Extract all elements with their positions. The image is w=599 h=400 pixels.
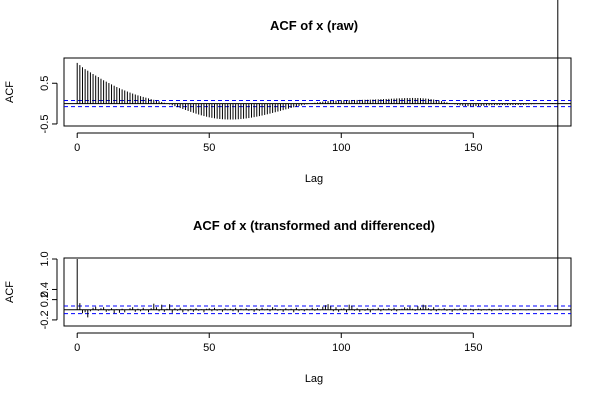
chart-title: ACF of x (raw)	[270, 18, 358, 33]
y-axis-label: ACF	[4, 281, 16, 303]
x-tick-label: 0	[74, 142, 80, 154]
acf-raw-panel: ACF of x (raw) ACF Lag 0 50 100 150 -0.5 0.5	[4, 18, 572, 185]
y-tick-label: 0.5	[39, 76, 51, 91]
x-tick-label: 0	[74, 342, 80, 354]
x-tick-label: 100	[332, 342, 350, 354]
x-axis-label: Lag	[305, 173, 323, 185]
plot-frame	[63, 57, 572, 127]
x-tick-label: 50	[203, 342, 215, 354]
y-tick-label: 0.2	[39, 292, 51, 307]
y-tick-label: 1.0	[39, 251, 51, 266]
x-tick-label: 150	[464, 142, 482, 154]
x-tick-label: 100	[332, 142, 350, 154]
chart-title: ACF of x (transformed and differenced)	[193, 218, 435, 233]
y-tick-label: -0.5	[39, 114, 51, 133]
x-tick-label: 150	[464, 342, 482, 354]
x-axis-label: Lag	[305, 373, 323, 385]
x-tick-label: 50	[203, 142, 215, 154]
y-axis-label: ACF	[4, 81, 16, 103]
y-tick-label: 0.4	[39, 282, 51, 297]
y-tick-label: -0.2	[39, 310, 51, 329]
acf-differenced-panel: ACF of x (transformed and differenced) A…	[4, 0, 572, 385]
plot-frame	[63, 257, 572, 327]
